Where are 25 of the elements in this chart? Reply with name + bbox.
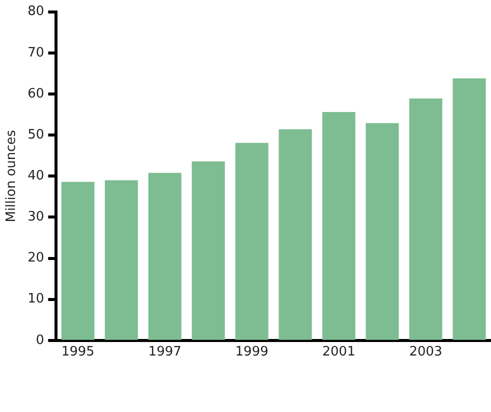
bar [452, 78, 486, 340]
y-tick-label: 80 [28, 4, 44, 20]
bar [192, 161, 225, 340]
bar [366, 123, 399, 340]
bar [322, 112, 356, 340]
y-tick-label: 30 [28, 210, 44, 225]
bar [409, 98, 442, 340]
bar [104, 180, 138, 340]
y-axis-title: Million ounces [4, 130, 20, 222]
x-tick-label: 1999 [235, 344, 268, 360]
y-tick-label: 50 [28, 127, 44, 142]
y-tick-label: 40 [28, 168, 44, 184]
bar [148, 172, 182, 340]
y-tick-label: 10 [28, 292, 44, 307]
y-tick-label: 20 [28, 250, 44, 266]
x-tick-label: 1995 [61, 344, 94, 360]
y-tick-label: 60 [28, 86, 44, 102]
x-tick-label: 2003 [409, 344, 442, 360]
x-tick-label: 1997 [148, 344, 182, 360]
bar [278, 129, 312, 340]
bar [61, 182, 94, 340]
bar [235, 142, 268, 340]
y-tick-label: 70 [28, 45, 44, 60]
x-tick-label: 2001 [322, 344, 356, 360]
y-tick-label: 0 [36, 332, 44, 348]
